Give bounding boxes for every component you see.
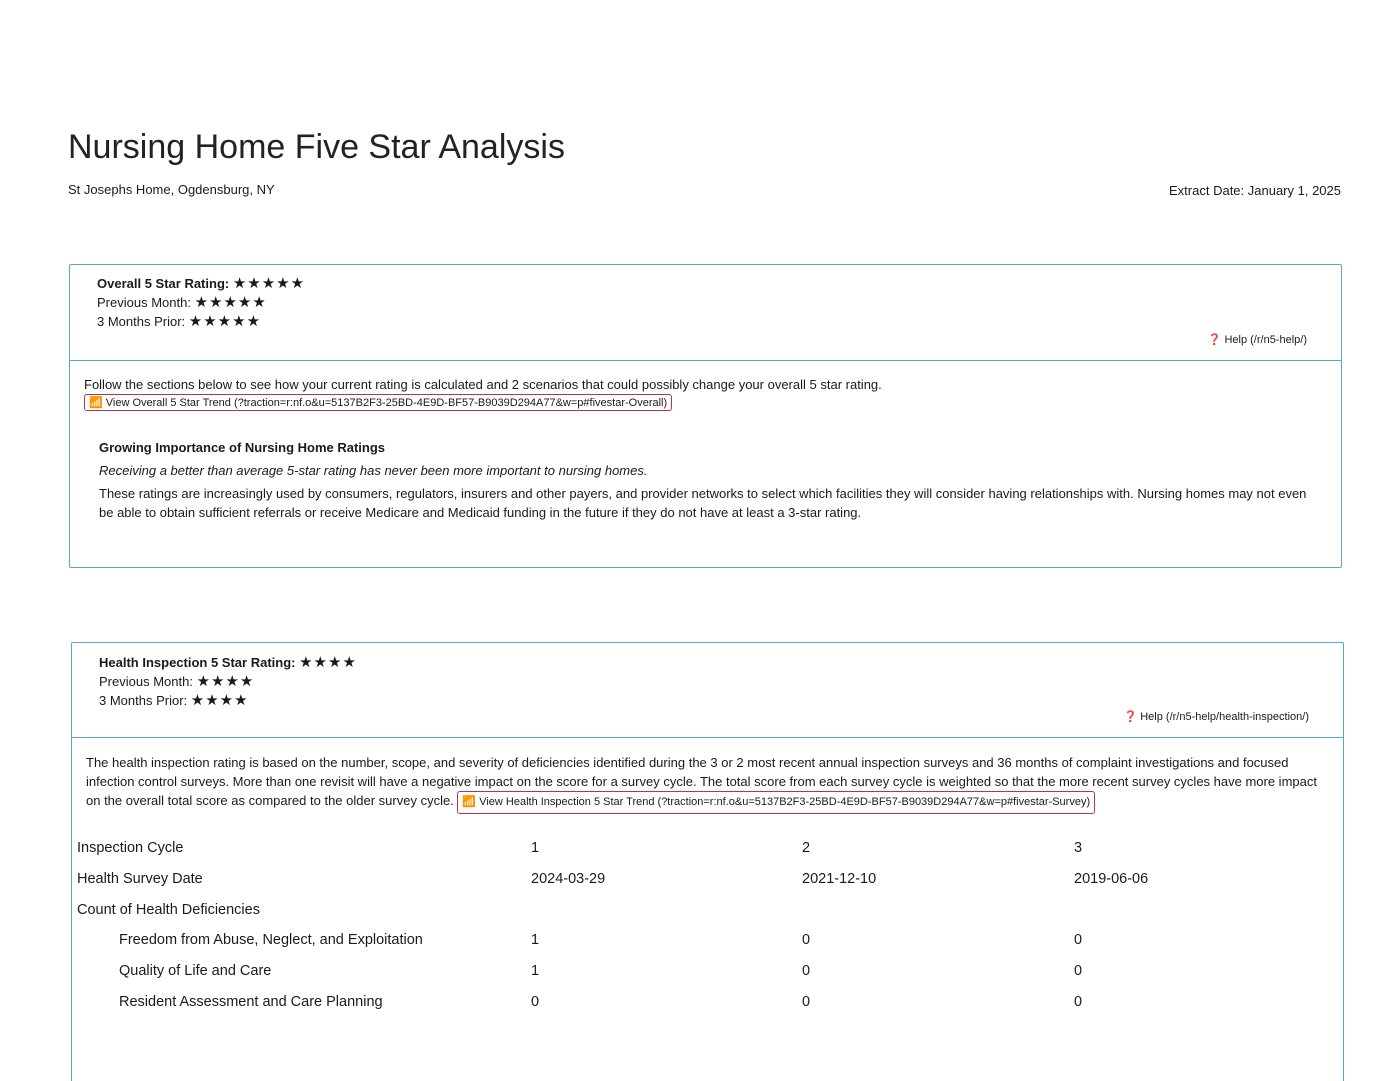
prev-month-label: Previous Month:	[99, 674, 193, 689]
overall-trend-link[interactable]: 📶 View Overall 5 Star Trend (?traction=r…	[84, 394, 673, 411]
health-trend-link[interactable]: 📶 View Health Inspection 5 Star Trend (?…	[457, 791, 1096, 814]
table-cell: 0	[802, 963, 811, 979]
star-icons: ★★★★	[190, 692, 249, 709]
table-cell: 2024-03-29	[531, 871, 606, 887]
star-icons: ★★★★★	[232, 275, 306, 292]
bar-chart-icon: 📶	[89, 397, 103, 409]
table-cell: 2	[802, 840, 811, 856]
prior-label: 3 Months Prior:	[99, 693, 188, 708]
health-inspection-panel: Health Inspection 5 Star Rating: ★★★★ Pr…	[71, 642, 1344, 1081]
table-cell: 0	[1074, 932, 1083, 948]
table-cell: 1	[531, 932, 540, 948]
question-circle-icon: ❓	[1123, 711, 1138, 723]
importance-subtitle: Receiving a better than average 5-star r…	[99, 463, 648, 478]
overall-rating-label: Overall 5 Star Rating:	[97, 276, 230, 291]
table-cell: 3	[1074, 840, 1083, 856]
overall-intro: Follow the sections below to see how you…	[84, 377, 882, 392]
overall-panel-header	[70, 265, 1341, 361]
table-cell: 1	[531, 963, 540, 979]
table-row-label: Count of Health Deficiencies	[77, 902, 260, 918]
table-cell: 2019-06-06	[1074, 871, 1149, 887]
table-row-label: Resident Assessment and Care Planning	[119, 994, 383, 1010]
table-cell: 0	[802, 932, 811, 948]
prior-label: 3 Months Prior:	[97, 314, 186, 329]
table-row-label: Inspection Cycle	[77, 840, 184, 856]
page-title: Nursing Home Five Star Analysis	[68, 128, 565, 166]
table-row-label: Health Survey Date	[77, 871, 203, 887]
table-cell: 0	[1074, 994, 1083, 1010]
bar-chart-icon: 📶	[462, 796, 477, 808]
prev-month-label: Previous Month:	[97, 295, 191, 310]
facility-name: St Josephs Home, Ogdensburg, NY	[68, 182, 275, 197]
help-link[interactable]: ❓ Help (/r/n5-help/)	[1207, 334, 1307, 346]
table-cell: 0	[802, 994, 811, 1010]
importance-title: Growing Importance of Nursing Home Ratin…	[99, 440, 386, 455]
health-rating-label: Health Inspection 5 Star Rating:	[99, 655, 296, 670]
help-link[interactable]: ❓ Help (/r/n5-help/health-inspection/)	[1123, 711, 1309, 723]
table-cell: 1	[531, 840, 540, 856]
star-icons: ★★★★	[299, 654, 357, 671]
health-intro: The health inspection rating is based on…	[86, 755, 1317, 808]
extract-date: Extract Date: January 1, 2025	[1169, 183, 1341, 198]
table-row-label: Freedom from Abuse, Neglect, and Exploit…	[119, 932, 423, 948]
star-icons: ★★★★★	[194, 294, 267, 311]
star-icons: ★★★★	[196, 673, 255, 690]
table-cell: 0	[531, 994, 540, 1010]
question-circle-icon: ❓	[1207, 334, 1222, 346]
overall-rating-panel: Overall 5 Star Rating: ★★★★★ Previous Mo…	[69, 264, 1342, 568]
table-row-label: Quality of Life and Care	[119, 963, 272, 979]
health-panel-header	[72, 643, 1343, 738]
table-cell: 2021-12-10	[802, 871, 877, 887]
table-cell: 0	[1074, 963, 1083, 979]
importance-body: These ratings are increasingly used by c…	[99, 486, 1307, 520]
star-icons: ★★★★★	[188, 313, 262, 330]
